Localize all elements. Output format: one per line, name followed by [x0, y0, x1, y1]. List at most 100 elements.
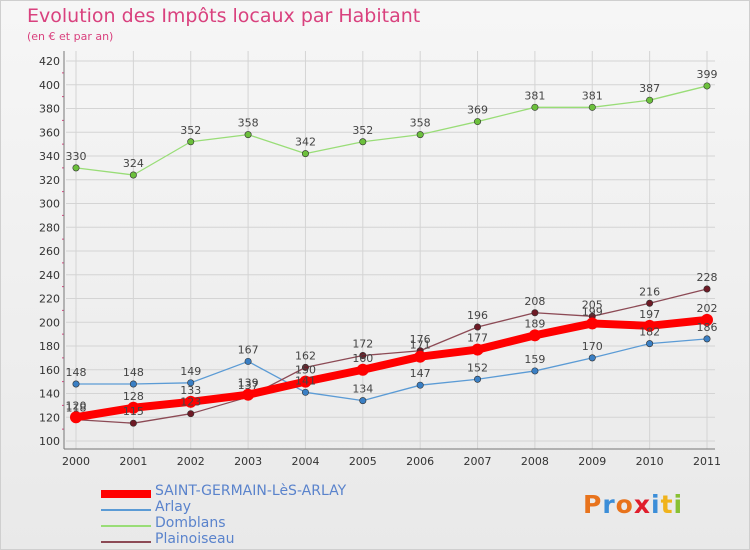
data-point [72, 164, 80, 172]
y-tick-label: 160 [39, 364, 60, 377]
data-point [416, 131, 424, 139]
data-point [129, 380, 137, 388]
data-point [528, 329, 541, 342]
data-label: 128 [123, 390, 144, 403]
data-point [299, 375, 312, 388]
data-point [646, 299, 654, 307]
logo-letter: x [633, 490, 651, 519]
data-label: 148 [66, 366, 87, 379]
data-point [356, 363, 369, 376]
data-label: 381 [582, 89, 603, 102]
data-label: 199 [582, 305, 603, 318]
x-tick-label: 2008 [521, 455, 549, 468]
data-point [586, 317, 599, 330]
data-point [531, 367, 539, 375]
data-point [359, 397, 367, 405]
y-tick-label: 180 [39, 340, 60, 353]
data-label: 147 [410, 367, 431, 380]
data-point [588, 354, 596, 362]
data-label: 202 [697, 302, 718, 315]
data-label: 139 [238, 377, 259, 390]
data-point [129, 171, 137, 179]
data-label: 196 [467, 309, 488, 322]
data-point [703, 335, 711, 343]
y-tick-label: 200 [39, 316, 60, 329]
y-tick-label: 360 [39, 126, 60, 139]
data-label: 167 [238, 343, 259, 356]
logo-letter: i [673, 490, 684, 519]
proxiti-logo: Proxiti [583, 490, 683, 519]
data-label: 387 [639, 82, 660, 95]
data-point [187, 138, 195, 146]
axes: 100 120 140 160 180 200 220 240 260 280 300 320 340 3… [39, 51, 721, 468]
y-tick-label: 300 [39, 198, 60, 211]
logo-letter: t [660, 490, 674, 519]
data-point [242, 388, 255, 401]
data-label: 152 [467, 361, 488, 374]
series-line-2 [75, 85, 708, 176]
data-label: 171 [410, 339, 431, 352]
series-lines [70, 82, 713, 427]
data-point [471, 343, 484, 356]
legend-label: Domblans [155, 515, 226, 531]
data-label: 330 [66, 150, 87, 163]
legend-swatch [101, 490, 151, 498]
data-label: 120 [66, 399, 87, 412]
series-line-0 [72, 315, 711, 422]
data-point [127, 401, 140, 414]
data-point [187, 410, 195, 418]
data-label: 137 [238, 379, 259, 392]
data-label: 208 [524, 295, 545, 308]
data-label: 170 [582, 340, 603, 353]
data-point [359, 351, 367, 359]
data-label: 352 [352, 124, 373, 137]
data-label: 115 [123, 405, 144, 418]
data-point [703, 82, 711, 90]
legend-swatch [101, 541, 151, 543]
data-point [643, 319, 656, 332]
data-label: 177 [467, 332, 488, 345]
data-point [301, 150, 309, 158]
data-label: 123 [180, 396, 201, 409]
y-tick-label: 400 [39, 79, 60, 92]
y-tick-label: 120 [39, 411, 60, 424]
data-point [474, 323, 482, 331]
data-label: 162 [295, 349, 316, 362]
data-point [301, 363, 309, 371]
x-tick-label: 2007 [464, 455, 492, 468]
data-point [70, 411, 82, 424]
data-point [414, 350, 427, 363]
data-point [72, 380, 80, 388]
data-point [129, 419, 137, 427]
data-point [646, 340, 654, 348]
data-labels: 330 324 352 358 342 352 358 369 381 381 387 399 148 1… [66, 68, 718, 418]
data-label: 118 [66, 402, 87, 415]
data-point [701, 313, 713, 326]
legend-swatch [101, 525, 151, 527]
data-point [646, 96, 654, 104]
x-tick-label: 2009 [578, 455, 606, 468]
x-tick-label: 2000 [62, 455, 90, 468]
y-tick-label: 260 [39, 245, 60, 258]
x-tick-label: 2011 [693, 455, 721, 468]
data-label: 216 [639, 285, 660, 298]
data-label: 352 [180, 124, 201, 137]
x-tick-label: 2003 [234, 455, 262, 468]
y-tick-label: 100 [39, 435, 60, 448]
data-point [531, 309, 539, 317]
data-point [474, 375, 482, 383]
y-tick-label: 280 [39, 221, 60, 234]
data-label: 134 [352, 383, 373, 396]
x-tick-label: 2001 [119, 455, 147, 468]
y-tick-label: 140 [39, 388, 60, 401]
data-label: 358 [410, 117, 431, 130]
y-tick-label: 320 [39, 174, 60, 187]
data-label: 133 [180, 384, 201, 397]
data-label: 150 [295, 364, 316, 377]
series-line-3 [75, 288, 708, 424]
legend-swatch [101, 509, 151, 511]
data-label: 172 [352, 338, 373, 351]
legend-label: Plainoiseau [155, 531, 235, 547]
